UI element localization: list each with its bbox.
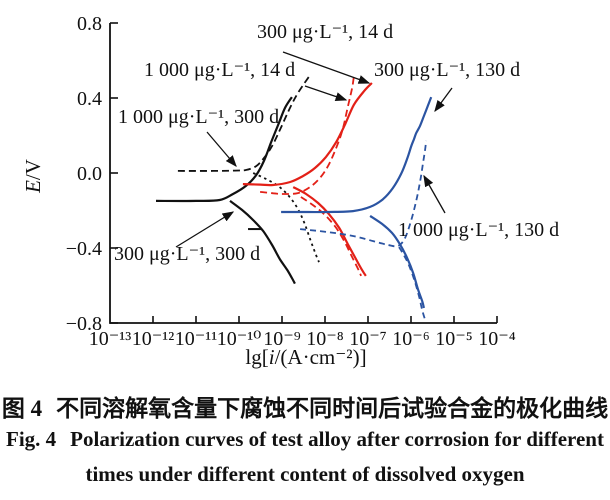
curve-0-anodic xyxy=(155,96,293,203)
curve-label-4: 1 000 μg·L⁻¹, 130 d xyxy=(398,219,560,241)
annotation-arrow-4 xyxy=(423,174,446,214)
annotation-arrow-3 xyxy=(206,131,237,167)
caption-chinese-text: 不同溶解氧含量下腐蚀不同时间后试验合金的极化曲线 xyxy=(56,396,609,421)
y-tick-label-4: −0.8 xyxy=(66,313,102,335)
curve-4-anodic xyxy=(281,96,433,214)
x-tick-label-9: 10⁻⁴ xyxy=(478,328,516,350)
y-tick-label-1: 0.4 xyxy=(77,88,102,110)
y-tick-label-0: 0.8 xyxy=(77,13,102,35)
caption-chinese: 图 4 不同溶解氧含量下腐蚀不同时间后试验合金的极化曲线 xyxy=(0,389,610,423)
caption-english-text1: Polarization curves of test alloy after … xyxy=(70,427,604,451)
x-tick-label-0: 10⁻¹³ xyxy=(89,328,132,350)
caption-chinese-figno: 图 4 xyxy=(1,396,43,421)
curve-5-cathodic xyxy=(398,246,427,321)
annotation-arrow-5 xyxy=(175,211,235,248)
annotation-arrow-0 xyxy=(282,51,371,84)
x-tick-label-7: 10⁻⁶ xyxy=(392,328,430,350)
curve-2-anodic xyxy=(242,82,373,187)
caption-english-line2: times under different content of dissolv… xyxy=(85,462,525,486)
curve-3-cathodic xyxy=(300,196,362,277)
x-tick-label-1: 10⁻¹² xyxy=(132,328,175,350)
curve-label-2: 300 μg·L⁻¹, 130 d xyxy=(374,59,521,81)
curve-label-3: 1 000 μg·L⁻¹, 300 d xyxy=(118,106,280,128)
curve-label-0: 300 μg·L⁻¹, 14 d xyxy=(257,21,394,43)
x-axis-title: lg[i/(A·cm⁻²)] xyxy=(245,345,366,369)
curve-label-5: 300 μg·L⁻¹, 300 d xyxy=(114,243,261,265)
y-tick-label-2: 0.0 xyxy=(77,163,102,185)
annotation-arrow-1 xyxy=(304,85,348,101)
polarization-chart: 0.80.40.0−0.4−0.810⁻¹³ 10⁻¹² 10⁻¹¹ 10⁻¹⁰ 10⁻… xyxy=(21,13,516,369)
x-tick-label-4: 10⁻⁹ xyxy=(263,328,301,350)
curve-1-cathodic xyxy=(252,172,320,263)
x-tick-label-2: 10⁻¹¹ xyxy=(175,328,218,350)
curve-5-anodic xyxy=(300,140,427,248)
annotation-arrow-2 xyxy=(434,87,453,113)
curve-4-cathodic xyxy=(369,214,425,309)
curve-3-anodic xyxy=(259,76,355,195)
curve-1-anodic xyxy=(177,73,312,172)
x-tick-label-3: 10⁻¹⁰ xyxy=(217,328,262,350)
caption-english-figno: Fig. 4 xyxy=(6,427,57,451)
x-tick-label-6: 10⁻⁷ xyxy=(349,328,387,350)
x-tick-label-8: 10⁻⁵ xyxy=(435,328,473,350)
curve-label-1: 1 000 μg·L⁻¹, 14 d xyxy=(144,59,296,81)
caption-english-line1: Fig. 4 Polarization curves of test alloy … xyxy=(0,427,610,452)
curve-0-cathodic xyxy=(229,200,296,285)
x-tick-label-5: 10⁻⁸ xyxy=(306,328,344,350)
y-tick-label-3: −0.4 xyxy=(66,238,102,260)
curve-2-cathodic xyxy=(292,186,367,277)
plot-root: 0.80.40.0−0.4−0.810⁻¹³ 10⁻¹² 10⁻¹¹ 10⁻¹⁰ 10⁻… xyxy=(21,13,516,369)
y-axis-title: E/V xyxy=(21,159,45,194)
